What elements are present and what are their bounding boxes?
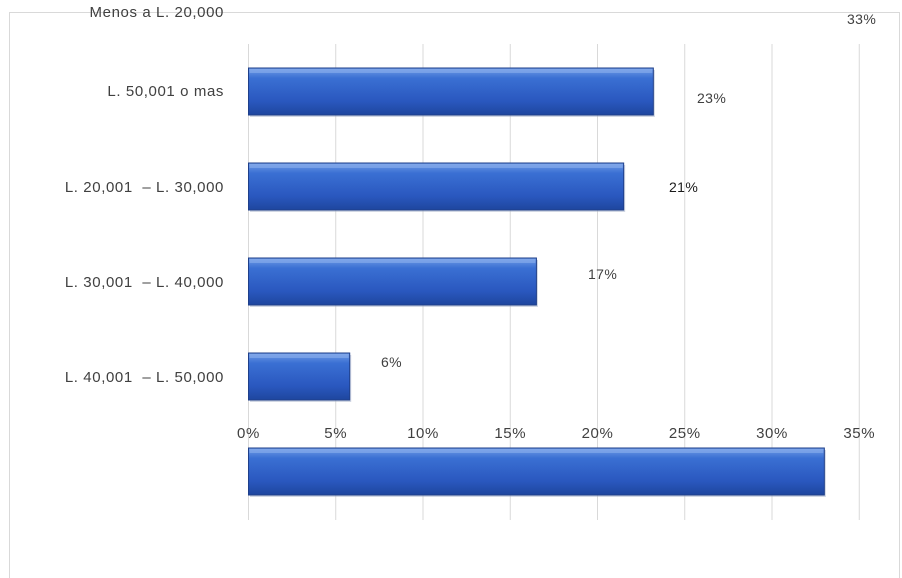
bar <box>248 447 825 496</box>
x-tick-label: 35% <box>843 425 875 442</box>
x-tick-label: 20% <box>582 425 614 442</box>
x-tick-label: 0% <box>237 425 260 442</box>
data-label: 6% <box>381 354 402 370</box>
category-label: L. 50,001 o mas <box>107 83 224 100</box>
category-label: Menos a L. 20,000 <box>90 4 224 21</box>
data-label: 21% <box>669 179 698 195</box>
bar-highlight <box>249 259 536 263</box>
bar <box>248 352 351 401</box>
category-label: L. 20,001 – L. 30,000 <box>65 179 224 196</box>
data-label: 23% <box>697 90 726 106</box>
bar-highlight <box>249 449 824 453</box>
data-label: 33% <box>847 11 876 27</box>
bar <box>248 257 537 306</box>
x-tick-label: 30% <box>756 425 788 442</box>
bar-highlight <box>249 69 653 73</box>
bar-highlight <box>249 354 349 358</box>
category-label: L. 30,001 – L. 40,000 <box>65 274 224 291</box>
x-tick-label: 25% <box>669 425 701 442</box>
bar-highlight <box>249 164 623 168</box>
chart-frame <box>9 12 900 578</box>
x-tick-label: 10% <box>407 425 439 442</box>
x-tick-label: 5% <box>324 425 347 442</box>
labels: 0% 5% 10% 15% 20% 25% 30% 35% Menos a L. 20,000 3… <box>65 4 876 442</box>
bars <box>248 67 826 497</box>
x-tick-label: 15% <box>494 425 526 442</box>
category-label: L. 40,001 – L. 50,000 <box>65 369 224 386</box>
bar <box>248 67 654 116</box>
bar <box>248 162 625 211</box>
data-label: 17% <box>588 266 617 282</box>
